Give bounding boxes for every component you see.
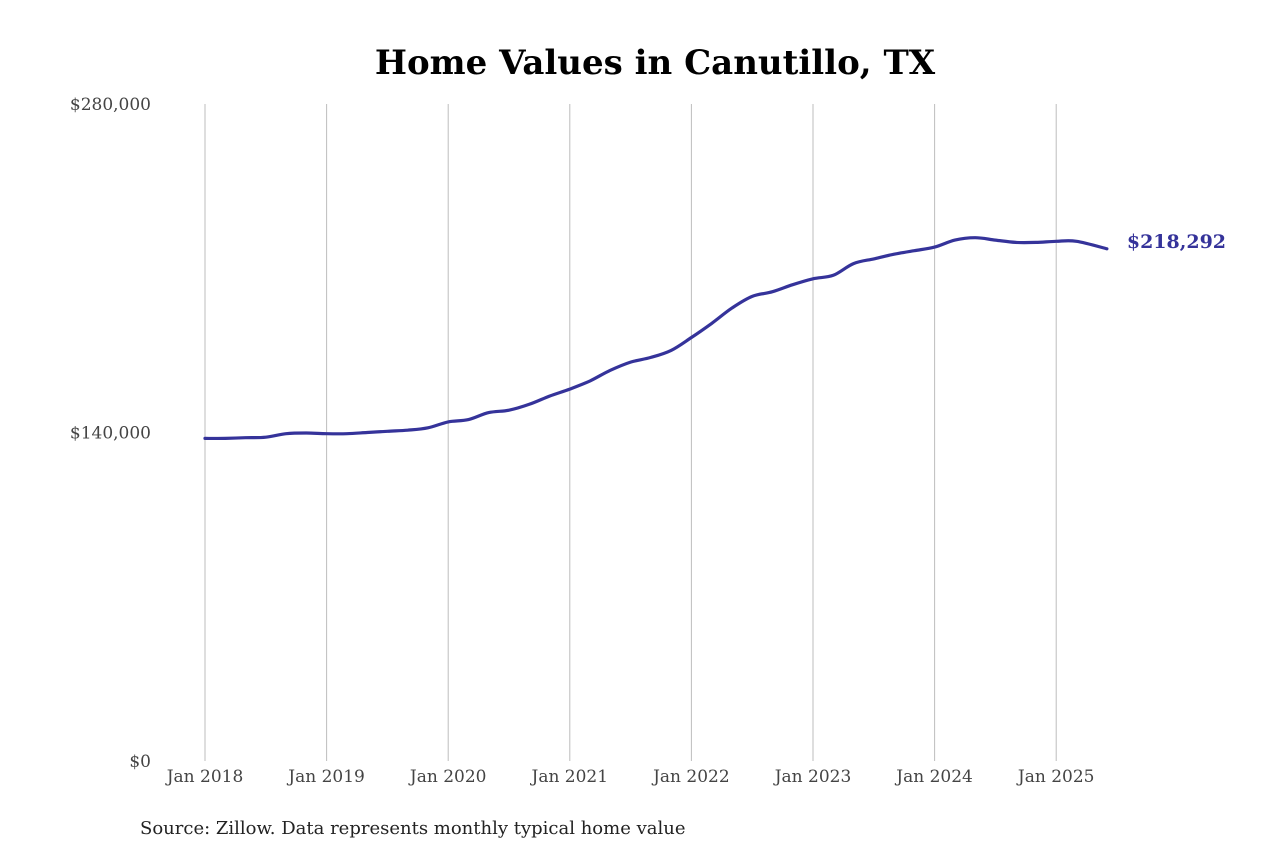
x-tick-label: Jan 2019 [286,767,365,787]
x-tick-label: Jan 2024 [894,767,973,787]
series-line [203,236,1109,441]
end-value-label: $218,292 [1127,231,1226,253]
x-tick-label: Jan 2025 [1016,767,1095,787]
y-tick-label: $280,000 [70,95,151,115]
x-tick-label: Jan 2018 [165,767,244,787]
y-axis-ticks: $0 $140,000 $280,000 [70,95,151,772]
y-tick-label: $140,000 [70,424,151,444]
source-note: Source: Zillow. Data represents monthly … [140,818,686,839]
y-tick-label: $0 [129,752,151,772]
grid-lines [204,104,1057,761]
x-tick-label: Jan 2023 [773,767,852,787]
chart-title: Home Values in Canutillo, TX [375,43,936,83]
x-tick-label: Jan 2021 [530,767,609,787]
x-tick-label: Jan 2022 [651,767,730,787]
x-axis-ticks: Jan 2018 Jan 2019 Jan 2020 Jan 2021 Jan 2022… [165,767,1095,787]
x-tick-label: Jan 2020 [408,767,487,787]
